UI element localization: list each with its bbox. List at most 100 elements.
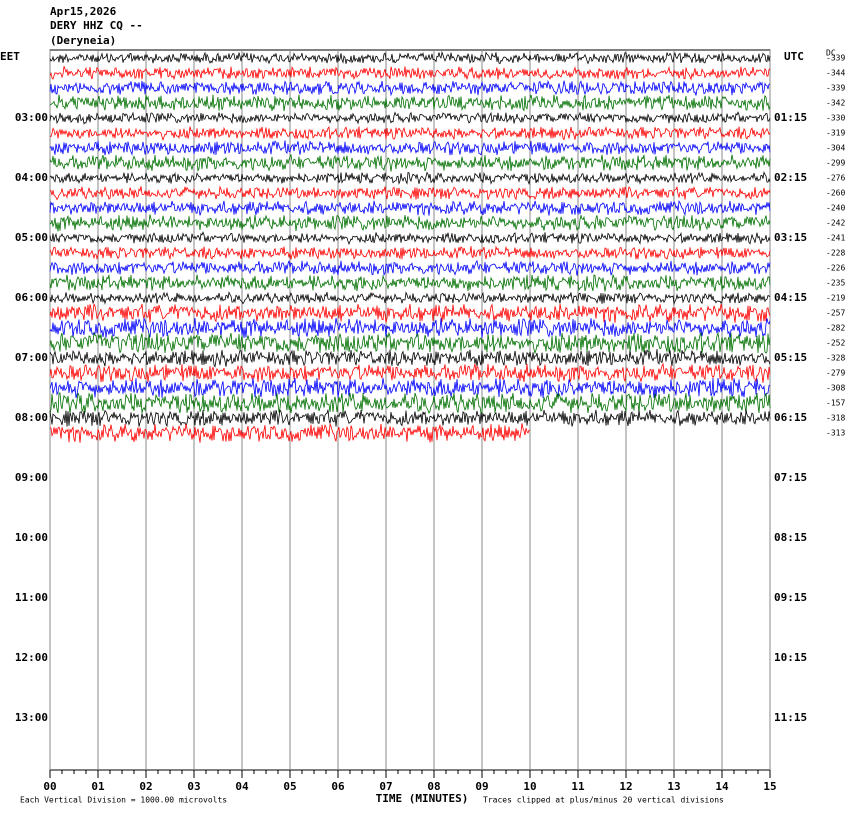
x-tick-label: 15: [763, 780, 776, 793]
trace: [49, 303, 771, 323]
offset-label: -282: [826, 324, 845, 333]
x-tick-label: 05: [283, 780, 296, 793]
x-tick-label: 07: [379, 780, 392, 793]
left-zone: EET: [0, 50, 20, 63]
right-time-label: 01:15: [774, 111, 807, 124]
right-time-label: 11:15: [774, 711, 807, 724]
offset-label: -226: [826, 264, 845, 273]
x-tick-label: 11: [571, 780, 585, 793]
trace: [49, 362, 771, 383]
left-time-label: 10:00: [15, 531, 48, 544]
trace: [49, 245, 771, 261]
trace: [49, 111, 771, 125]
offset-label: -257: [826, 309, 845, 318]
right-time-label: 04:15: [774, 291, 807, 304]
left-time-label: 04:00: [15, 171, 48, 184]
x-tick-label: 04: [235, 780, 249, 793]
offset-label: -242: [826, 219, 845, 228]
right-time-label: 09:15: [774, 591, 807, 604]
offset-label: -228: [826, 249, 845, 258]
right-time-label: 07:15: [774, 471, 807, 484]
offset-label: -252: [826, 339, 845, 348]
offset-label: -157: [826, 399, 845, 408]
right-time-label: 08:15: [774, 531, 807, 544]
offset-label: -219: [826, 294, 845, 303]
trace: [49, 377, 771, 399]
x-tick-label: 02: [139, 780, 152, 793]
x-tick-label: 01: [91, 780, 105, 793]
offset-label: -279: [826, 369, 845, 378]
offset-label: -319: [826, 129, 845, 138]
right-time-label: 02:15: [774, 171, 807, 184]
trace: [49, 316, 771, 339]
left-time-label: 13:00: [15, 711, 48, 724]
right-time-label: 10:15: [774, 651, 807, 664]
offset-label: -330: [826, 114, 845, 123]
location: (Deryneia): [50, 34, 116, 47]
left-time-label: 03:00: [15, 111, 48, 124]
x-tick-label: 10: [523, 780, 536, 793]
trace: [49, 392, 771, 414]
trace: [49, 291, 771, 306]
offset-label: -339: [826, 54, 845, 63]
offset-label: -241: [826, 234, 845, 243]
left-time-label: 12:00: [15, 651, 48, 664]
x-tick-label: 12: [619, 780, 632, 793]
offset-label: -308: [826, 384, 845, 393]
offset-label: -344: [826, 69, 845, 78]
trace: [49, 259, 771, 277]
x-tick-label: 08: [427, 780, 440, 793]
trace: [49, 140, 771, 156]
offset-label: -339: [826, 84, 845, 93]
x-label: TIME (MINUTES): [376, 792, 469, 805]
date: Apr15,2026: [50, 5, 117, 18]
trace: [49, 408, 771, 428]
x-tick-label: 09: [475, 780, 488, 793]
right-time-label: 06:15: [774, 411, 807, 424]
offset-label: -299: [826, 159, 845, 168]
trace: [49, 214, 771, 232]
trace: [49, 126, 771, 142]
offset-label: -318: [826, 414, 845, 423]
x-tick-label: 00: [43, 780, 56, 793]
trace: [49, 200, 771, 217]
left-time-label: 08:00: [15, 411, 48, 424]
offset-label: -240: [826, 204, 845, 213]
scale-note: Each Vertical Division = 1000.00 microvo…: [20, 796, 227, 805]
trace: [49, 331, 771, 355]
left-time-label: 09:00: [15, 471, 48, 484]
left-time-label: 05:00: [15, 231, 48, 244]
trace: [49, 273, 771, 292]
trace: [49, 185, 771, 201]
right-time-label: 03:15: [774, 231, 807, 244]
offset-header: DC: [826, 49, 836, 58]
x-tick-label: 06: [331, 780, 345, 793]
left-time-label: 07:00: [15, 351, 48, 364]
trace: [49, 50, 771, 65]
offset-label: -304: [826, 144, 845, 153]
offset-label: -313: [826, 429, 845, 438]
trace: [49, 422, 531, 443]
trace: [49, 171, 771, 185]
left-time-label: 06:00: [15, 291, 48, 304]
x-tick-label: 14: [715, 780, 729, 793]
trace: [49, 349, 771, 368]
x-tick-label: 13: [667, 780, 680, 793]
offset-label: -235: [826, 279, 845, 288]
trace: [49, 79, 771, 97]
plot-frame: [49, 49, 771, 771]
right-time-label: 05:15: [774, 351, 807, 364]
x-tick-label: 03: [187, 780, 200, 793]
offset-label: -328: [826, 354, 845, 363]
offset-label: -342: [826, 99, 845, 108]
offset-label: -276: [826, 174, 845, 183]
left-time-label: 11:00: [15, 591, 48, 604]
clip-note: Traces clipped at plus/minus 20 vertical…: [483, 796, 724, 805]
trace: [49, 66, 771, 81]
station: DERY HHZ CQ --: [50, 19, 143, 32]
trace: [50, 94, 771, 112]
offset-label: -260: [826, 189, 845, 198]
trace: [49, 231, 771, 245]
trace: [49, 153, 771, 173]
